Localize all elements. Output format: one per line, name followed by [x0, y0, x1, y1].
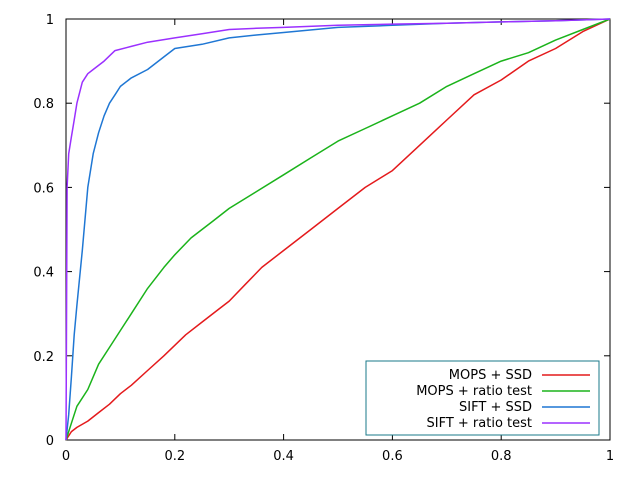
axis-ticks: 00 0.2 0.2 0.4 0.4 0.6 0.6 0.8 0.8 1 1: [33, 13, 614, 464]
x-tick-label: 0.6: [382, 449, 403, 464]
x-tick-label: 1: [606, 449, 614, 464]
y-tick-label: 0: [46, 434, 54, 449]
y-tick-label: 0.6: [33, 181, 54, 196]
x-tick-label: 0: [62, 449, 70, 464]
y-tick-label: 0.2: [33, 350, 54, 365]
legend-label: SIFT + ratio test: [426, 416, 532, 431]
series-line-0: [65, 18, 611, 441]
legend-label: SIFT + SSD: [459, 400, 532, 415]
x-tick-label: 0.4: [273, 449, 294, 464]
series-layer: [65, 18, 611, 441]
series-line-3: [65, 18, 611, 441]
x-tick-label: 0.8: [491, 449, 512, 464]
y-tick-label: 0.8: [33, 97, 54, 112]
y-tick-label: 0.4: [33, 266, 54, 281]
series-line-2: [65, 18, 611, 441]
plot-frame: [65, 18, 611, 441]
legend-label: MOPS + ratio test: [416, 384, 532, 399]
x-tick-label: 0.2: [164, 449, 185, 464]
legend-label: MOPS + SSD: [449, 368, 532, 383]
series-line-1: [65, 18, 611, 441]
y-tick-label: 1: [46, 13, 54, 28]
